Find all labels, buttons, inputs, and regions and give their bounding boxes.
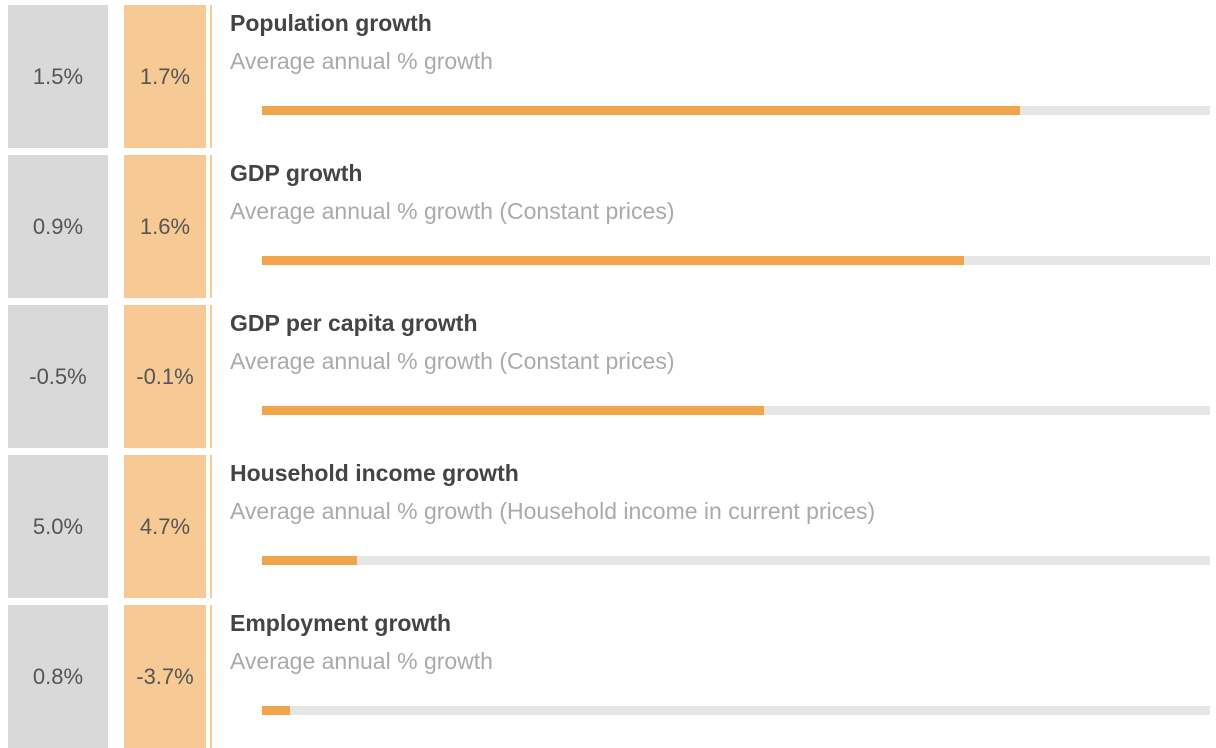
bar	[262, 556, 357, 565]
bar	[262, 106, 1021, 115]
row-title: Employment growth	[230, 610, 452, 636]
row-subtitle: Average annual % growth	[230, 48, 493, 74]
row-subtitle: Average annual % growth (Household incom…	[230, 498, 876, 524]
value-cell: 1.6%	[124, 155, 206, 298]
divider	[210, 455, 212, 598]
divider	[210, 155, 212, 298]
bar-track	[262, 256, 1210, 265]
value-cell: 1.7%	[124, 5, 206, 148]
value-cell: 4.7%	[124, 455, 206, 598]
value-cell: -3.7%	[124, 605, 206, 748]
bar-track	[262, 556, 1210, 565]
row-subtitle: Average annual % growth	[230, 648, 493, 674]
bar	[262, 406, 765, 415]
value-cell: 0.8%	[8, 605, 108, 748]
divider	[210, 5, 212, 148]
row-title: Population growth	[230, 10, 432, 36]
value-cell: 5.0%	[8, 455, 108, 598]
row-title: GDP per capita growth	[230, 310, 478, 336]
row-subtitle: Average annual % growth (Constant prices…	[230, 348, 675, 374]
row-title: GDP growth	[230, 160, 363, 186]
divider	[210, 605, 212, 748]
bar-track	[262, 706, 1210, 715]
bar	[262, 256, 964, 265]
bar-track	[262, 106, 1210, 115]
bar-track	[262, 406, 1210, 415]
value-cell: -0.1%	[124, 305, 206, 448]
value-cell: 1.5%	[8, 5, 108, 148]
value-cell: 0.9%	[8, 155, 108, 298]
row-title: Household income growth	[230, 460, 519, 486]
bar	[262, 706, 291, 715]
row-subtitle: Average annual % growth (Constant prices…	[230, 198, 675, 224]
divider	[210, 305, 212, 448]
value-cell: -0.5%	[8, 305, 108, 448]
